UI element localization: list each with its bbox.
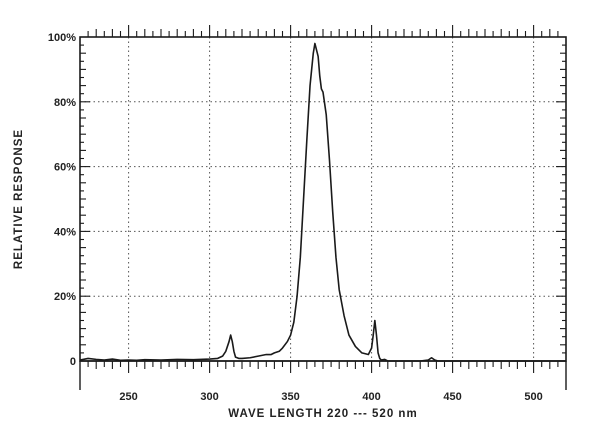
- x-tick-label-250: 250: [119, 391, 137, 403]
- grid-lines: [80, 37, 566, 361]
- x-tick-label-500: 500: [524, 391, 542, 403]
- y-tick-label-0: 0: [70, 356, 76, 368]
- y-tick-label-40: 40%: [54, 226, 76, 238]
- y-tick-label-20: 20%: [54, 291, 76, 303]
- y-tick-label-60: 60%: [54, 162, 76, 174]
- response-curve: [79, 42, 566, 362]
- x-tick-label-450: 450: [443, 391, 461, 403]
- y-tick-label-80: 80%: [54, 97, 76, 109]
- x-tick-label-300: 300: [200, 391, 218, 403]
- plot-frame: [79, 36, 567, 362]
- y-axis-title: RELATIVE RESPONSE: [13, 129, 25, 269]
- tick-labels: 250 300 350 400 450 500 0 20% 40% 60% 80% 100%: [48, 32, 543, 403]
- y-tick-label-100: 100%: [48, 32, 76, 44]
- x-tick-label-350: 350: [281, 391, 299, 403]
- x-axis-title: WAVE LENGTH 220 --- 520 nm: [228, 408, 417, 420]
- x-tick-label-400: 400: [362, 391, 380, 403]
- axis-ticks: [80, 25, 566, 373]
